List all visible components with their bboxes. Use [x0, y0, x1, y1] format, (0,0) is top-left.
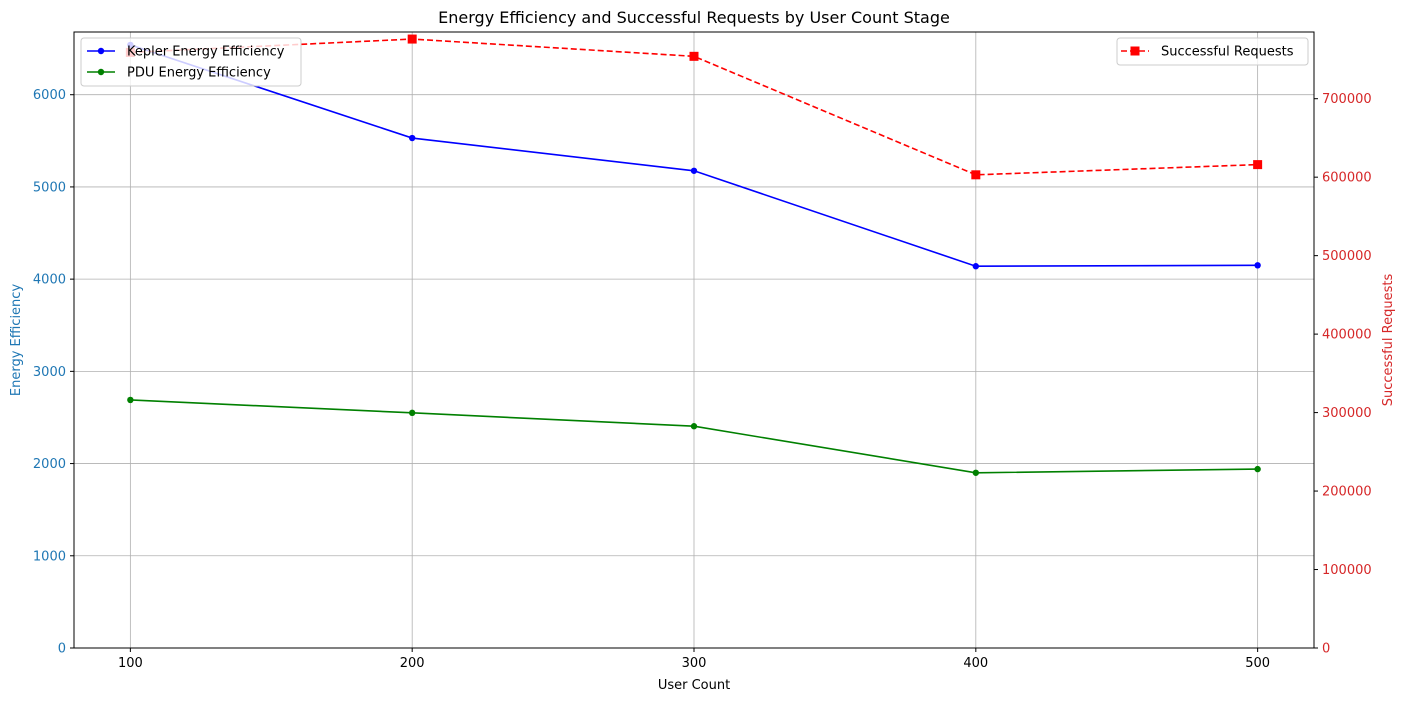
left-y-tick-label: 6000: [33, 88, 66, 103]
left-series-1-marker: [690, 423, 698, 430]
right-series-0-legend-label: Successful Requests: [1161, 45, 1294, 60]
right-series-0-marker: [1253, 160, 1263, 170]
right-y-tick-label: 300000: [1322, 406, 1372, 421]
left-series-1-legend-label: PDU Energy Efficiency: [127, 66, 271, 81]
left-series-0-legend-label: Kepler Energy Efficiency: [127, 45, 285, 60]
left-series-0-marker: [408, 134, 416, 142]
right-series-0-marker: [971, 170, 981, 180]
left-y-axis: 0 1000 2000 3000 4000 5000 6000: [33, 88, 74, 657]
chart-title: Energy Efficiency and Successful Request…: [438, 8, 950, 27]
x-axis-label: User Count: [658, 678, 730, 693]
grid: [74, 32, 1314, 649]
x-tick-label: 300: [682, 656, 707, 671]
right-y-tick-label: 100000: [1322, 563, 1372, 578]
legend-right: Successful Requests: [1116, 37, 1309, 66]
x-tick-label: 100: [118, 656, 143, 671]
left-series-1-marker: [972, 469, 980, 476]
left-y-tick-label: 0: [58, 642, 66, 657]
left-series-1-marker: [127, 396, 134, 404]
left-series-0-marker: [690, 167, 698, 174]
x-tick-label: 500: [1245, 656, 1270, 671]
left-y-tick-label: 3000: [33, 365, 66, 380]
right-series-0-line: [130, 38, 1258, 176]
left-y-axis-label: Energy Efficiency: [9, 284, 24, 397]
right-y-axis-label: Successful Requests: [1381, 274, 1396, 407]
right-series-0-marker: [689, 51, 699, 61]
left-series-1-legend-marker: [97, 68, 105, 76]
right-y-tick-label: 0: [1322, 642, 1330, 657]
left-series-1-marker: [408, 409, 416, 417]
left-y-tick-label: 2000: [33, 457, 66, 472]
right-y-tick-label: 200000: [1322, 485, 1372, 500]
right-y-tick-label: 700000: [1322, 92, 1372, 107]
x-axis: 100 200 300 400 500: [118, 648, 1270, 671]
right-y-tick-label: 600000: [1322, 171, 1372, 186]
left-y-tick-label: 5000: [33, 180, 66, 195]
left-series-0-marker: [1254, 262, 1261, 269]
x-tick-label: 200: [400, 656, 425, 671]
left-series-1-marker: [1254, 465, 1261, 473]
legend-right-box: [1116, 37, 1309, 66]
right-y-tick-label: 400000: [1322, 328, 1372, 343]
right-series-0-marker: [407, 34, 417, 44]
left-series-0-legend-marker: [97, 47, 105, 55]
left-y-tick-label: 4000: [33, 273, 66, 288]
left-y-tick-label: 1000: [33, 549, 66, 564]
right-series-0-legend-marker: [1130, 46, 1140, 56]
right-y-axis: 0 100000 200000 300000 400000 500000 600000 700…: [1314, 92, 1372, 657]
right-y-tick-label: 500000: [1322, 249, 1372, 264]
legend-left-box: [80, 37, 302, 87]
x-tick-label: 400: [963, 656, 988, 671]
legend-left: Kepler Energy Efficiency PDU Energy Effic…: [80, 37, 302, 87]
left-series-0-marker: [972, 263, 980, 270]
